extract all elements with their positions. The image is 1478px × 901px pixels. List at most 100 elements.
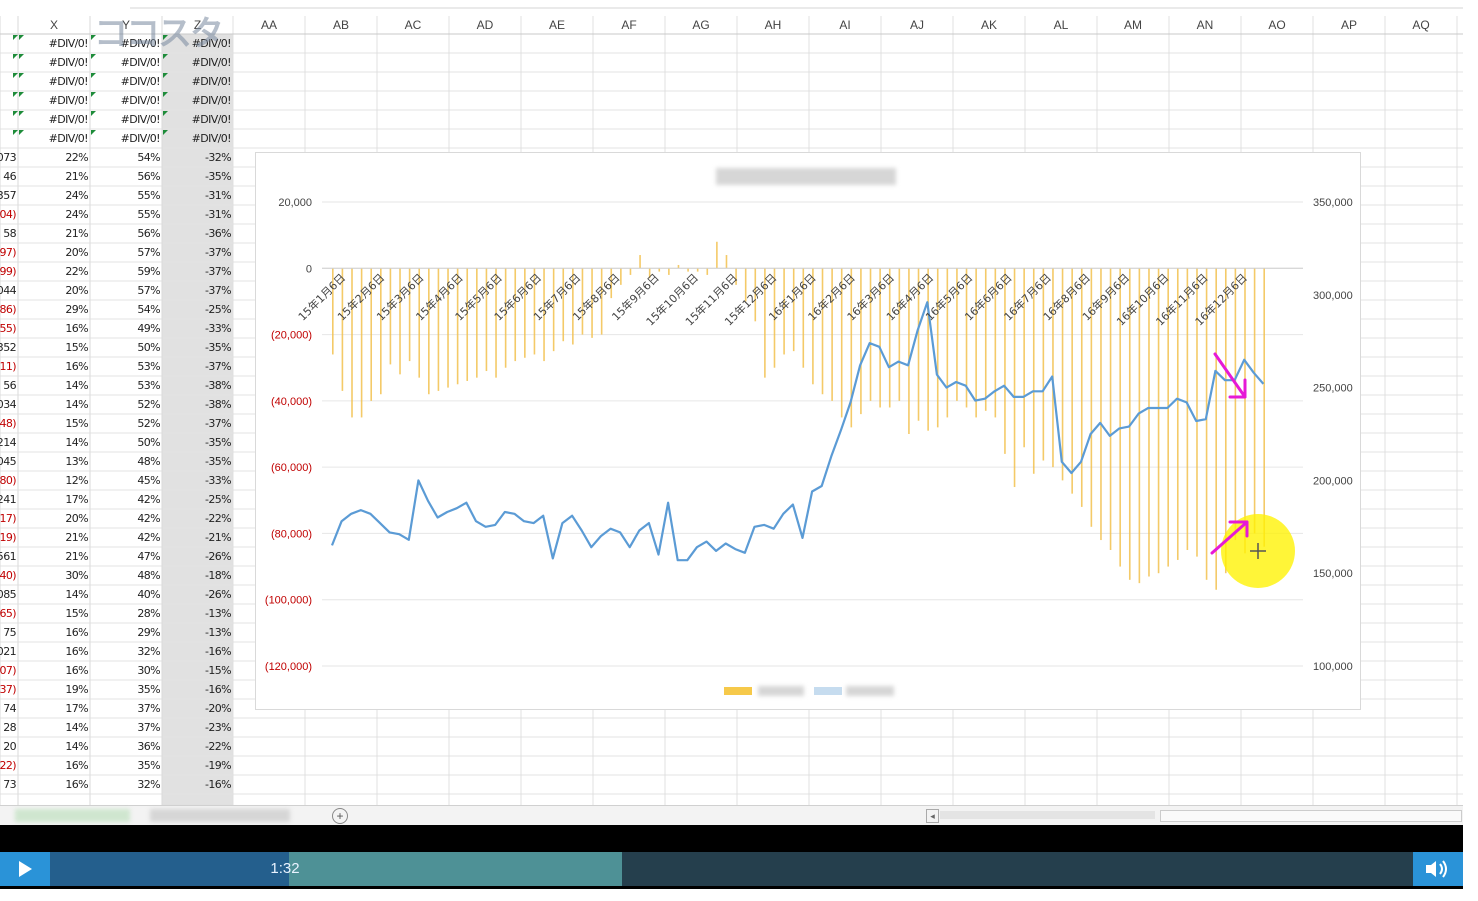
table-cell[interactable]: -33% bbox=[204, 322, 231, 335]
horizontal-scrollbar[interactable] bbox=[940, 811, 1155, 819]
table-cell[interactable]: -18% bbox=[204, 569, 231, 582]
table-cell[interactable]: -15% bbox=[204, 664, 231, 677]
table-cell[interactable]: 04) bbox=[0, 208, 16, 221]
table-cell[interactable]: 36% bbox=[137, 740, 160, 753]
table-cell[interactable]: 28% bbox=[137, 607, 160, 620]
column-header-ae[interactable]: AE bbox=[548, 18, 565, 32]
table-cell[interactable]: 80) bbox=[0, 474, 16, 487]
table-cell[interactable]: 07) bbox=[0, 664, 16, 677]
table-cell[interactable]: 357 bbox=[0, 189, 16, 202]
cell-div-error[interactable]: #DIV/0! bbox=[120, 75, 160, 88]
table-cell[interactable]: 14% bbox=[65, 588, 88, 601]
table-cell[interactable]: 42% bbox=[137, 493, 160, 506]
progress-remaining[interactable] bbox=[622, 852, 1413, 886]
table-cell[interactable]: 12% bbox=[65, 474, 88, 487]
table-cell[interactable]: 15% bbox=[65, 341, 88, 354]
table-cell[interactable]: -37% bbox=[204, 360, 231, 373]
horizontal-scroll-track[interactable] bbox=[1160, 810, 1462, 822]
table-cell[interactable]: 37% bbox=[137, 702, 160, 715]
table-cell[interactable]: -13% bbox=[204, 626, 231, 639]
table-cell[interactable]: -21% bbox=[204, 531, 231, 544]
cell-div-error[interactable]: #DIV/0! bbox=[48, 75, 88, 88]
table-cell[interactable]: 52% bbox=[137, 398, 160, 411]
cell-div-error[interactable]: #DIV/0! bbox=[48, 56, 88, 69]
table-cell[interactable]: 37% bbox=[137, 721, 160, 734]
table-cell[interactable]: -19% bbox=[204, 759, 231, 772]
table-cell[interactable]: -35% bbox=[204, 455, 231, 468]
table-cell[interactable]: 97) bbox=[0, 246, 16, 259]
column-header-ai[interactable]: AI bbox=[839, 18, 851, 32]
table-cell[interactable]: 22% bbox=[65, 265, 88, 278]
table-cell[interactable]: 24% bbox=[65, 208, 88, 221]
table-cell[interactable]: -16% bbox=[204, 778, 231, 791]
sheet-tab-2[interactable] bbox=[150, 809, 290, 822]
table-cell[interactable]: 86) bbox=[0, 303, 16, 316]
column-header-ab[interactable]: AB bbox=[332, 18, 349, 32]
table-cell[interactable]: 14% bbox=[65, 721, 88, 734]
table-cell[interactable]: 20% bbox=[65, 246, 88, 259]
table-cell[interactable]: 28 bbox=[3, 721, 16, 734]
table-cell[interactable]: -16% bbox=[204, 683, 231, 696]
cell-div-error[interactable]: #DIV/0! bbox=[120, 132, 160, 145]
table-cell[interactable]: 21% bbox=[65, 170, 88, 183]
table-cell[interactable]: 15% bbox=[65, 607, 88, 620]
table-cell[interactable]: 073 bbox=[0, 151, 16, 164]
table-cell[interactable]: 045 bbox=[0, 455, 16, 468]
cell-div-error[interactable]: #DIV/0! bbox=[48, 132, 88, 145]
table-cell[interactable]: 17% bbox=[65, 702, 88, 715]
cell-div-error[interactable]: #DIV/0! bbox=[191, 75, 231, 88]
sheet-tab-1[interactable] bbox=[15, 809, 130, 822]
table-cell[interactable]: 47% bbox=[137, 550, 160, 563]
table-cell[interactable]: -20% bbox=[204, 702, 231, 715]
column-header-x[interactable]: X bbox=[49, 18, 58, 32]
table-cell[interactable]: 52% bbox=[137, 417, 160, 430]
table-cell[interactable]: 54% bbox=[137, 151, 160, 164]
table-cell[interactable]: -25% bbox=[204, 493, 231, 506]
table-cell[interactable]: 48% bbox=[137, 455, 160, 468]
table-cell[interactable]: 16% bbox=[65, 322, 88, 335]
table-cell[interactable]: 241 bbox=[0, 493, 16, 506]
table-cell[interactable]: 21% bbox=[65, 227, 88, 240]
table-cell[interactable]: 50% bbox=[137, 436, 160, 449]
table-cell[interactable]: 46 bbox=[3, 170, 16, 183]
table-cell[interactable]: 14% bbox=[65, 436, 88, 449]
table-cell[interactable]: 42% bbox=[137, 512, 160, 525]
table-cell[interactable]: -35% bbox=[204, 436, 231, 449]
table-cell[interactable]: -31% bbox=[204, 189, 231, 202]
table-cell[interactable]: 22% bbox=[65, 151, 88, 164]
table-cell[interactable]: 75 bbox=[3, 626, 16, 639]
table-cell[interactable]: 17) bbox=[0, 512, 16, 525]
table-cell[interactable]: -36% bbox=[204, 227, 231, 240]
table-cell[interactable]: 19% bbox=[65, 683, 88, 696]
cell-div-error[interactable]: #DIV/0! bbox=[48, 37, 88, 50]
play-button[interactable] bbox=[0, 852, 50, 886]
table-cell[interactable]: 55% bbox=[137, 189, 160, 202]
table-cell[interactable]: 044 bbox=[0, 284, 16, 297]
table-cell[interactable]: 45% bbox=[137, 474, 160, 487]
column-header-ac[interactable]: AC bbox=[404, 18, 422, 32]
table-cell[interactable]: 65) bbox=[0, 607, 16, 620]
table-cell[interactable]: 54% bbox=[137, 303, 160, 316]
table-cell[interactable]: 085 bbox=[0, 588, 16, 601]
table-cell[interactable]: 55% bbox=[137, 208, 160, 221]
table-cell[interactable]: -26% bbox=[204, 588, 231, 601]
table-cell[interactable]: 14% bbox=[65, 398, 88, 411]
column-header-y[interactable]: Y bbox=[121, 18, 130, 32]
table-cell[interactable]: -38% bbox=[204, 379, 231, 392]
table-cell[interactable]: 29% bbox=[137, 626, 160, 639]
table-cell[interactable]: -38% bbox=[204, 398, 231, 411]
table-cell[interactable]: 57% bbox=[137, 284, 160, 297]
table-cell[interactable]: 53% bbox=[137, 360, 160, 373]
column-header-al[interactable]: AL bbox=[1053, 18, 1069, 32]
table-cell[interactable]: -35% bbox=[204, 170, 231, 183]
combo-chart[interactable]: 20,000 0 (20,000) (40,000) (60,000) (80,000) (… bbox=[255, 152, 1361, 710]
column-header-ah[interactable]: AH bbox=[764, 18, 782, 32]
table-cell[interactable]: 74 bbox=[3, 702, 16, 715]
table-cell[interactable]: 48) bbox=[0, 417, 16, 430]
cell-div-error[interactable]: #DIV/0! bbox=[191, 37, 231, 50]
table-cell[interactable]: 40) bbox=[0, 569, 16, 582]
column-header-am[interactable]: AM bbox=[1124, 18, 1142, 32]
table-cell[interactable]: 99) bbox=[0, 265, 16, 278]
table-cell[interactable]: 42% bbox=[137, 531, 160, 544]
table-cell[interactable]: 53% bbox=[137, 379, 160, 392]
